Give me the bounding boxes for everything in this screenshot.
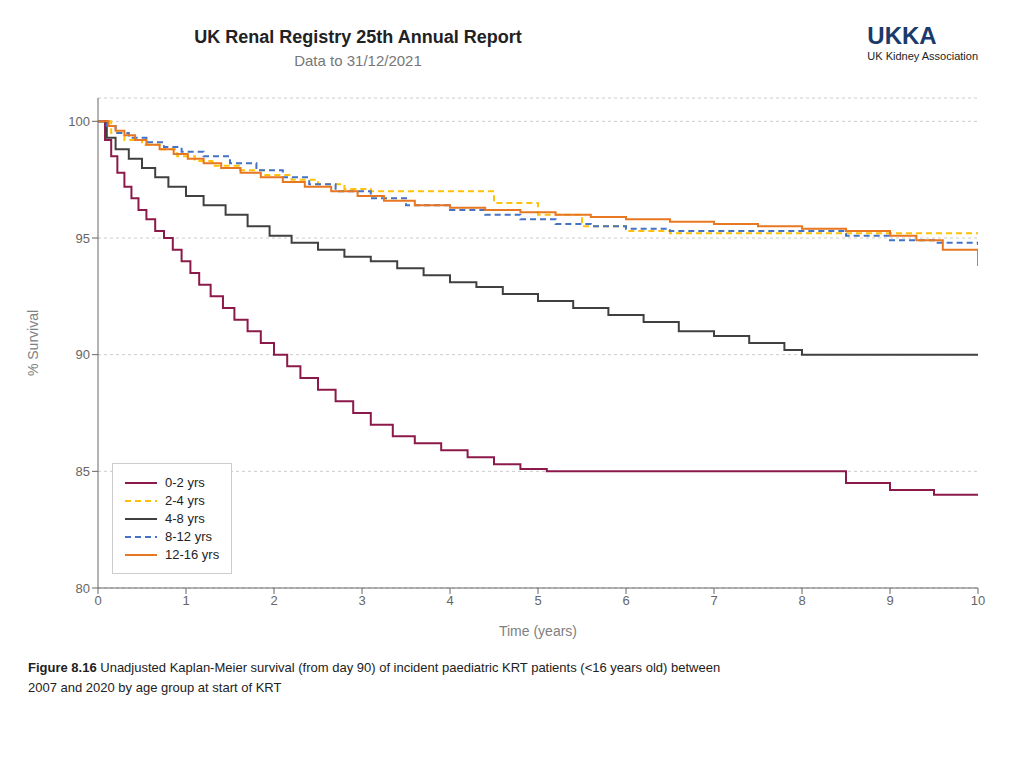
svg-text:80: 80 (76, 581, 90, 596)
svg-text:90: 90 (76, 347, 90, 362)
svg-text:3: 3 (358, 593, 365, 608)
svg-text:4: 4 (446, 593, 453, 608)
svg-text:100: 100 (68, 114, 90, 129)
svg-text:95: 95 (76, 231, 90, 246)
svg-text:2: 2 (270, 593, 277, 608)
html-text:8-12 yrs: 8-12 yrs (165, 529, 212, 544)
svg-text:9: 9 (886, 593, 893, 608)
html-text:UK Renal Registry 25th Annual: UK Renal Registry 25th Annual Report (194, 27, 522, 47)
svg-text:% Survival: % Survival (25, 310, 41, 376)
html-text:0-2 yrs: 0-2 yrs (165, 475, 205, 490)
svg-text:0: 0 (94, 593, 101, 608)
svg-text:8: 8 (798, 593, 805, 608)
svg-text:6: 6 (622, 593, 629, 608)
html-text:2007 and 2020 by age group at: 2007 and 2020 by age group at start of K… (28, 679, 282, 695)
svg-text:1: 1 (182, 593, 189, 608)
svg-text:Time (years): Time (years) (499, 623, 577, 639)
html-text:Figure 8.16 Unadjusted Kaplan-: Figure 8.16 Unadjusted Kaplan-Meier surv… (28, 660, 721, 675)
html-text:12-16 yrs: 12-16 yrs (165, 547, 220, 562)
svg-text:5: 5 (534, 593, 541, 608)
html-text:2-4 yrs: 2-4 yrs (165, 493, 205, 508)
svg-text:85: 85 (76, 464, 90, 479)
html-text:UK Kidney Association: UK Kidney Association (867, 50, 978, 62)
html-text:UKKA: UKKA (867, 22, 937, 49)
html-text:Data to 31/12/2021: Data to 31/12/2021 (294, 52, 422, 69)
svg-text:10: 10 (971, 593, 985, 608)
svg-text:7: 7 (710, 593, 717, 608)
html-text:4-8 yrs: 4-8 yrs (165, 511, 205, 526)
